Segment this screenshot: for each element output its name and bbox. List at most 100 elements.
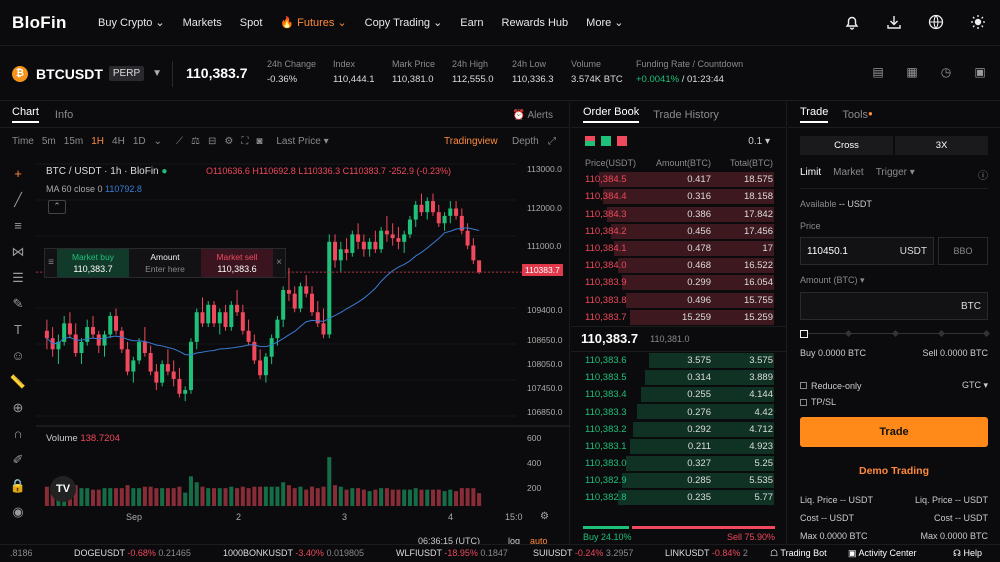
chevron-down-icon[interactable]: ▼ [152,68,163,79]
nav-buy-crypto[interactable]: Buy Crypto ⌄ [98,16,165,30]
timeframe-5m[interactable]: 5m [41,135,56,147]
contract-info-icon[interactable]: ▤ [872,65,884,79]
margin-mode-button[interactable]: Cross [800,136,893,155]
ask-row[interactable]: 110,384.2 0.456 17.456 [571,223,786,240]
close-icon[interactable]: × [276,257,282,268]
drag-handle-icon[interactable]: ≡ [48,257,54,268]
bell-icon[interactable] [842,12,862,32]
price-chart[interactable] [36,154,570,550]
nav-futures[interactable]: 🔥 Futures ⌄ [280,16,347,30]
timeframe-1d[interactable]: 1D [132,135,146,147]
lock-icon[interactable]: 🔒 [9,478,27,493]
trade-button[interactable]: Trade [800,417,988,447]
bid-row[interactable]: 110,383.0 0.327 5.25 [571,455,786,472]
brush-icon[interactable]: ✎ [12,296,24,311]
market-sell-button[interactable]: Market sell 110,383.6 [201,249,273,277]
ask-row[interactable]: 110,384.1 0.478 17 [571,240,786,257]
bbo-button[interactable]: BBO [938,237,988,265]
last-price-select[interactable]: Last Price ▾ [276,135,329,147]
leverage-button[interactable]: 3X [895,136,988,155]
nav-rewards-hub[interactable]: Rewards Hub [501,16,569,29]
eye-icon[interactable]: ◉ [12,504,24,519]
help-link[interactable]: ☊ Help [953,548,983,558]
settings-icon[interactable]: ⚙ [540,511,549,522]
magnet-icon[interactable]: ∩ [13,426,23,441]
ask-row[interactable]: 110,383.9 0.299 16.054 [571,274,786,291]
amount-input[interactable]: BTC [800,292,988,320]
fib-icon[interactable]: ☰ [12,270,24,285]
calculator-icon[interactable]: ◷ [940,65,952,79]
emoji-icon[interactable]: ☺ [11,348,25,363]
order-tab-limit[interactable]: Limit [800,167,822,178]
amount-label[interactable]: Amount (BTC) ▾ [800,275,865,285]
ticker-item[interactable]: 1000BONKUSDT -3.40% 0.019805 [223,548,364,558]
chevron-down-icon[interactable]: ⌄ [153,135,162,147]
logo[interactable]: BloFin [12,12,67,32]
crosshair-icon[interactable]: + [14,166,22,181]
nav-earn[interactable]: Earn [460,16,484,29]
order-tab-market[interactable]: Market [833,167,864,178]
ticker-item[interactable]: DOGEUSDT -0.68% 0.21465 [74,548,191,558]
ticker-item[interactable]: WLFIUSDT -18.95% 0.1847 [396,548,508,558]
text-icon[interactable]: T [14,322,22,337]
ask-row[interactable]: 110,383.7 15.259 15.259 [571,309,786,326]
timeframe-4h[interactable]: 4H [112,135,125,147]
timeframe-15m[interactable]: 15m [63,135,84,147]
compare-icon[interactable]: ⊟ [207,135,217,147]
ticker-item[interactable]: LINKUSDT -0.84% 2 [665,548,748,558]
sun-icon[interactable] [968,12,988,32]
trading-bot-link[interactable]: ☖ Trading Bot [766,548,827,559]
ask-row[interactable]: 110,384.0 0.468 16.522 [571,257,786,274]
bid-row[interactable]: 110,383.3 0.276 4.42 [571,403,786,420]
nav-markets[interactable]: Markets [182,16,222,29]
log-toggle[interactable]: log [508,536,521,546]
nav-spot[interactable]: Spot [239,16,263,29]
bid-row[interactable]: 110,383.6 3.575 3.575 [571,352,786,369]
order-tab-trigger[interactable]: Trigger ▾ [875,167,915,178]
amount-slider[interactable] [800,329,991,338]
indicator-icon[interactable]: ⟋ [176,135,183,147]
demo-trading-link[interactable]: Demo Trading [858,465,929,477]
amount-input[interactable]: Amount Enter here [145,252,185,274]
tpsl-checkbox[interactable] [800,398,807,406]
ask-row[interactable]: 110,384.4 0.316 18.158 [571,188,786,205]
scale-icon[interactable]: ⚖ [191,135,200,147]
zoom-icon[interactable]: ⊕ [12,400,24,415]
reduce-only-checkbox[interactable] [800,382,807,389]
settings-icon[interactable]: ▣ [974,65,986,79]
ask-row[interactable]: 110,383.8 0.496 15.755 [571,292,786,309]
activity-center-link[interactable]: ▣ Activity Center [848,548,917,558]
view-depth[interactable]: Depth [512,135,539,147]
timeframe-1h[interactable]: 1H [91,135,105,147]
settings-icon[interactable]: ⚙ [224,135,234,147]
nav-more[interactable]: More ⌄ [586,16,624,30]
tab-trade[interactable]: Trade [800,106,829,123]
market-buy-button[interactable]: Market buy 110,383.7 [57,249,129,277]
book-bids-icon[interactable] [601,136,611,146]
alerts-button[interactable]: ⏰ Alerts [512,110,553,121]
layout-icon[interactable]: ▦ [906,65,918,79]
bid-row[interactable]: 110,383.5 0.314 3.889 [571,369,786,386]
globe-icon[interactable] [926,12,946,32]
pattern-icon[interactable]: ⋈ [11,244,25,259]
ticker-item[interactable]: SUIUSDT -0.24% 3.2957 [533,548,634,558]
nav-copy-trading[interactable]: Copy Trading ⌄ [364,16,443,30]
bid-row[interactable]: 110,383.1 0.211 4.923 [571,438,786,455]
view-tradingview[interactable]: Tradingview [444,135,498,147]
help-icon[interactable]: ⓘ [978,171,988,182]
fullscreen-icon[interactable]: ⛶ [241,135,249,147]
tab-chart[interactable]: Chart [12,106,39,123]
pencil-lock-icon[interactable]: ✐ [12,452,24,467]
timeframe-time[interactable]: Time [12,135,34,147]
auto-toggle[interactable]: auto [530,536,548,546]
tif-select[interactable]: GTC ▾ [961,380,988,390]
bid-row[interactable]: 110,383.2 0.292 4.712 [571,421,786,438]
ask-row[interactable]: 110,384.3 0.386 17.842 [571,206,786,223]
ask-row[interactable]: 110,384.5 0.417 18.575 [571,171,786,188]
bid-row[interactable]: 110,383.4 0.255 4.144 [571,386,786,403]
ruler-icon[interactable]: 📏 [9,374,27,389]
bid-row[interactable]: 110,382.8 0.235 5.77 [571,489,786,506]
tradingview-logo[interactable]: TV [50,476,76,502]
expand-icon[interactable]: ⤢ [548,135,556,147]
trendline-icon[interactable]: ╱ [14,192,22,207]
